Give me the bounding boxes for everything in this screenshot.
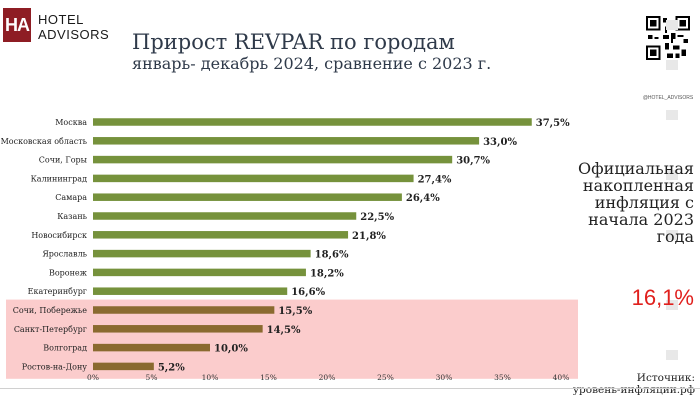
bar [93,287,288,295]
logo-line-1: HOTEL [38,12,84,27]
chart-subtitle: январь- декабрь 2024, сравнение с 2023 г… [132,54,492,73]
inflation-caption: Официальная накопленная инфляция с начал… [578,159,694,246]
bar [93,362,154,371]
category-label: Самара [55,193,87,202]
bar [93,212,357,220]
x-tick-label: 20% [319,373,336,382]
x-tick-label: 15% [260,373,277,382]
bar [93,155,453,164]
logo-mark: HA [3,8,31,42]
category-label: Санкт-Петербург [14,325,87,334]
category-label: Екатеринбург [28,287,87,296]
category-label: Волгоград [43,344,87,353]
chart-title: Прирост REVPAR по городам [132,30,455,54]
value-label: 10,0% [214,344,248,355]
logo-wordmark: HOTEL ADVISORS [38,12,109,42]
decorative-stripe [666,0,678,400]
category-label: Москва [55,118,87,127]
bar [93,249,311,258]
x-tick-label: 0% [87,373,99,382]
category-label: Сочи, Горы [39,156,88,165]
category-label: Калининград [31,174,87,183]
bottom-divider [0,388,700,389]
category-label: Казань [57,212,87,221]
qr-caption: @HOTEL_ADVISORS [642,95,694,101]
value-label: 16,6% [291,287,325,298]
value-label: 5,2% [158,362,185,373]
bar [93,137,480,145]
value-label: 15,5% [278,306,312,317]
bar [93,306,275,314]
value-label: 26,4% [406,193,440,204]
bar [93,231,349,239]
category-label: Новосибирск [31,231,87,240]
value-label: 14,5% [267,325,301,336]
source-name: уровень-инфляции.рф [572,384,695,396]
bar [93,193,402,201]
source-label: Источник: [636,372,695,384]
value-label: 18,2% [310,268,344,279]
value-label: 33,0% [483,137,517,148]
value-label: 27,4% [418,174,452,185]
x-tick-label: 5% [146,373,158,382]
x-tick-label: 40% [553,373,570,382]
bar [93,268,306,277]
bar [93,343,210,352]
value-label: 37,5% [536,118,570,129]
value-label: 18,6% [315,250,349,261]
x-tick-label: 30% [436,373,453,382]
bar [93,174,414,183]
value-label: 30,7% [456,156,490,167]
value-label: 22,5% [360,212,394,223]
x-tick-label: 10% [202,373,219,382]
inflation-value: 16,1% [631,285,694,310]
x-tick-label: 25% [377,373,394,382]
bar [93,118,532,126]
category-label: Московская область [1,137,88,146]
category-label: Сочи, Побережье [13,306,88,315]
category-label: Воронеж [49,268,88,277]
x-tick-label: 35% [494,373,511,382]
category-label: Ярославль [42,250,87,259]
value-label: 21,8% [352,231,386,242]
logo-line-2: ADVISORS [38,27,110,42]
category-label: Ростов-на-Дону [22,362,88,371]
bar [93,325,263,333]
source-note: Источник: уровень-инфляции.рф [560,372,695,396]
